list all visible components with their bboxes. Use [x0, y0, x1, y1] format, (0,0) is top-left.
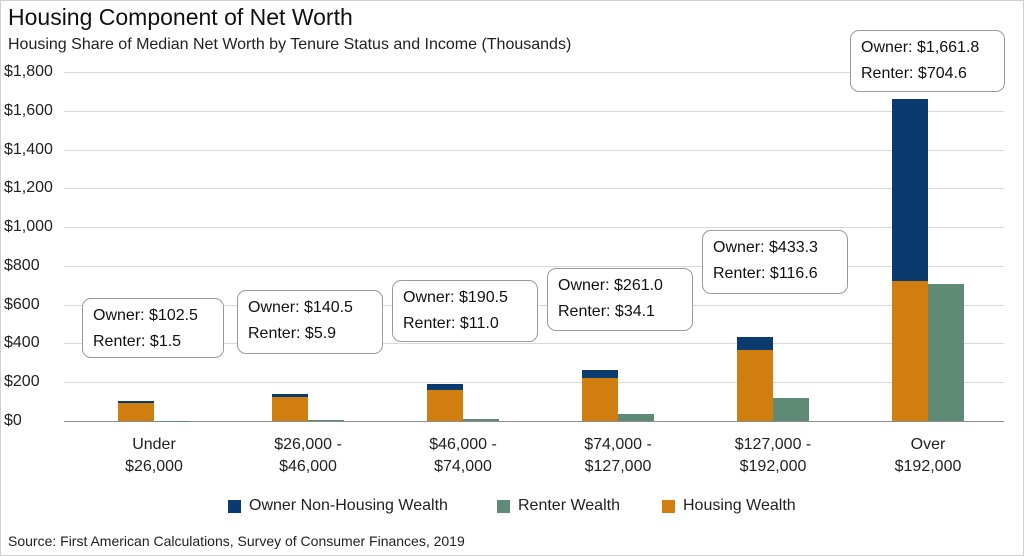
value-callout: Owner: $261.0 Renter: $34.1	[547, 268, 693, 331]
x-category-label-line: Over	[910, 436, 946, 453]
gridline	[64, 343, 1004, 344]
callout-renter-value: Renter: $11.0	[403, 315, 499, 332]
legend-label-owner-non-housing: Owner Non-Housing Wealth	[249, 497, 448, 514]
callout-owner-value: Owner: $1,661.8	[861, 39, 980, 56]
bar-housing-wealth	[737, 350, 773, 421]
x-category-label-line: Under	[132, 436, 176, 453]
callout-owner-value: Owner: $140.5	[248, 299, 353, 316]
value-callout: Owner: $190.5 Renter: $11.0	[392, 280, 538, 342]
bar-renter-wealth	[773, 398, 809, 421]
bar-owner-non-housing-wealth	[737, 336, 773, 351]
y-tick-label: $600	[4, 296, 40, 313]
value-callout: Owner: $140.5 Renter: $5.9	[237, 290, 383, 354]
x-category-label-line: $74,000	[434, 458, 492, 475]
legend-item-housing: Housing Wealth	[662, 495, 796, 517]
legend-swatch-housing	[662, 499, 675, 513]
bar-housing-wealth	[272, 396, 308, 421]
callout-renter-value: Renter: $1.5	[93, 333, 182, 350]
legend-item-owner-non-housing: Owner Non-Housing Wealth	[228, 495, 448, 517]
bar-housing-wealth	[427, 389, 463, 421]
chart-title: Housing Component of Net Worth	[8, 4, 353, 30]
gridline	[64, 72, 1004, 73]
callout-renter-value: Renter: $704.6	[861, 65, 967, 82]
legend-swatch-owner-non-housing	[228, 499, 241, 513]
bar-renter-wealth	[618, 414, 654, 421]
bar-owner-non-housing-wealth	[582, 370, 618, 379]
chart-subtitle: Housing Share of Median Net Worth by Ten…	[8, 36, 572, 53]
gridline	[64, 111, 1004, 112]
source-note: Source: First American Calculations, Sur…	[8, 533, 465, 549]
callout-owner-value: Owner: $102.5	[93, 307, 198, 324]
callout-renter-value: Renter: $5.9	[248, 325, 337, 342]
bar-owner-non-housing-wealth	[427, 384, 463, 390]
legend-item-renter: Renter Wealth	[497, 495, 620, 517]
x-category-label: Under $26,000	[79, 434, 229, 478]
x-category-label-line: $192,000	[739, 458, 807, 475]
value-callout: Owner: $433.3 Renter: $116.6	[702, 230, 848, 294]
callout-owner-value: Owner: $261.0	[558, 277, 663, 294]
x-category-label: $46,000 - $74,000	[388, 434, 538, 478]
y-tick-label: $1,600	[4, 102, 53, 119]
x-category-label-line: $192,000	[894, 458, 962, 475]
bar-housing-wealth	[118, 403, 154, 421]
bar-owner-non-housing-wealth	[892, 98, 928, 282]
legend-label-housing: Housing Wealth	[683, 497, 796, 514]
legend-label-renter: Renter Wealth	[518, 497, 620, 514]
x-category-label: $127,000 - $192,000	[698, 434, 848, 478]
x-category-label-line: $127,000	[584, 458, 652, 475]
x-category-label-line: $26,000 -	[274, 436, 342, 453]
bar-housing-wealth	[892, 281, 928, 421]
bar-renter-wealth	[154, 420, 190, 422]
y-tick-label: $800	[4, 257, 40, 274]
x-category-label-line: $46,000 -	[429, 436, 497, 453]
bar-owner-non-housing-wealth	[118, 401, 154, 404]
bar-housing-wealth	[582, 378, 618, 421]
callout-renter-value: Renter: $116.6	[713, 265, 818, 282]
gridline	[64, 266, 1004, 267]
callout-owner-value: Owner: $433.3	[713, 239, 818, 256]
x-category-label: $26,000 - $46,000	[233, 434, 383, 478]
x-category-label-line: $46,000	[279, 458, 337, 475]
x-category-label: $74,000 - $127,000	[543, 434, 693, 478]
callout-renter-value: Renter: $34.1	[558, 303, 655, 320]
x-category-label-line: $74,000 -	[584, 436, 652, 453]
x-category-label-line: $127,000 -	[734, 436, 812, 453]
bar-renter-wealth	[308, 419, 344, 421]
y-tick-label: $1,000	[4, 218, 53, 235]
value-callout: Owner: $1,661.8 Renter: $704.6	[850, 30, 1005, 92]
y-tick-label: $400	[4, 334, 40, 351]
y-tick-label: $1,400	[4, 141, 53, 158]
y-tick-label: $200	[4, 373, 40, 390]
value-callout: Owner: $102.5 Renter: $1.5	[82, 298, 224, 358]
x-axis-line	[64, 421, 1004, 422]
gridline	[64, 188, 1004, 189]
gridline	[64, 150, 1004, 151]
x-category-label-line: $26,000	[125, 458, 183, 475]
bar-renter-wealth	[928, 284, 964, 421]
bar-owner-non-housing-wealth	[272, 393, 308, 397]
callout-owner-value: Owner: $190.5	[403, 289, 508, 306]
y-tick-label: $0	[4, 412, 22, 429]
gridline	[64, 382, 1004, 383]
bar-renter-wealth	[463, 418, 499, 421]
legend-swatch-renter	[497, 499, 510, 513]
gridline	[64, 227, 1004, 228]
y-tick-label: $1,200	[4, 179, 53, 196]
y-tick-label: $1,800	[4, 63, 53, 80]
x-category-label: Over $192,000	[853, 434, 1003, 478]
